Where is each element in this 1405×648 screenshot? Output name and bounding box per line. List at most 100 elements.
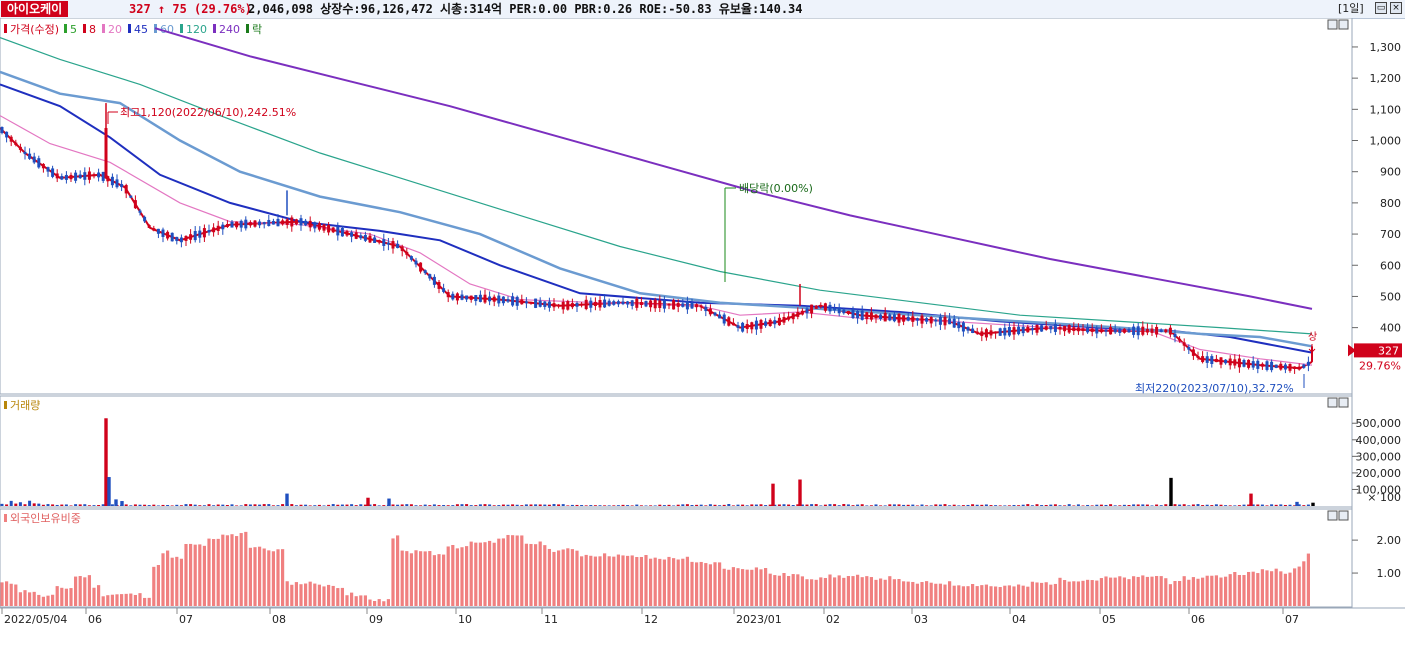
volume-bar: [787, 504, 791, 506]
volume-bar: [322, 505, 326, 506]
y-tick-label: 1,100: [1370, 103, 1402, 116]
candle-body: [1104, 329, 1108, 332]
foreign-ownership-bar: [685, 556, 689, 606]
x-tick-label: 06: [1191, 613, 1205, 626]
foreign-ownership-bar: [14, 584, 18, 606]
volume-bar: [603, 505, 607, 506]
candle-body: [1251, 361, 1255, 368]
volume-bar: [635, 504, 639, 506]
volume-bar: [327, 504, 331, 506]
volume-bar: [345, 504, 349, 506]
candle-body: [828, 304, 832, 312]
foreign-ownership-bar: [957, 585, 961, 606]
close-icon[interactable]: [1338, 19, 1349, 30]
foreign-ownership-bar: [557, 550, 561, 606]
volume-bar: [869, 505, 873, 506]
candle-body: [561, 301, 565, 310]
close-icon[interactable]: [1338, 510, 1349, 521]
candle-body: [897, 313, 901, 323]
foreign-ownership-bar: [1182, 576, 1186, 606]
foreign-ownership-bar: [828, 574, 832, 606]
volume-bar: [837, 505, 841, 506]
close-icon[interactable]: [1338, 397, 1349, 408]
foreign-ownership-title: 외국인보유비중: [10, 512, 81, 525]
candle-body: [285, 219, 289, 225]
restore-icon[interactable]: ▭: [1375, 2, 1387, 14]
volume-bar: [373, 504, 377, 506]
foreign-ownership-bar: [69, 588, 73, 606]
volume-bar: [294, 505, 298, 506]
candle-body: [851, 308, 855, 319]
candle-body: [1270, 361, 1274, 371]
foreign-ownership-bar: [782, 572, 786, 606]
volume-bar: [1150, 505, 1154, 506]
volume-bar: [925, 505, 929, 506]
ticker-name[interactable]: 아이오케이: [1, 1, 69, 17]
volume-bar: [897, 504, 901, 506]
volume-bar: [152, 504, 156, 506]
y-tick-label: 600: [1380, 259, 1401, 272]
volume-bar: [1219, 504, 1223, 506]
candle-body: [805, 308, 809, 314]
candle-body: [1288, 363, 1292, 371]
candle-body: [1242, 360, 1246, 367]
price-panel-controls[interactable]: [1327, 19, 1349, 521]
minimize-icon[interactable]: [1327, 510, 1338, 521]
foreign-ownership-bar: [138, 593, 142, 606]
volume-bar: [948, 505, 952, 506]
foreign-ownership-bar: [175, 556, 179, 606]
volume-bar: [474, 505, 478, 506]
close-icon[interactable]: ×: [1390, 2, 1402, 14]
candle-body: [598, 299, 602, 308]
volume-bar: [32, 503, 36, 506]
foreign-ownership-bar: [676, 559, 680, 606]
volume-bar: [437, 505, 441, 506]
volume-bar: [1076, 504, 1080, 506]
foreign-ownership-bar: [120, 594, 124, 606]
candle-body: [902, 315, 906, 322]
x-tick-label: 04: [1012, 613, 1026, 626]
volume-bar: [51, 504, 55, 506]
volume-bar: [92, 505, 96, 506]
volume-bar: [750, 504, 754, 506]
volume-bar: [1122, 504, 1126, 506]
volume-bar: [800, 504, 804, 506]
period-selector[interactable]: [1일]: [1338, 2, 1364, 15]
candle-body: [1164, 329, 1168, 333]
volume-bar: [138, 504, 142, 506]
minimize-icon[interactable]: [1327, 19, 1338, 30]
candle-body: [524, 301, 528, 304]
foreign-ownership-bar: [1081, 580, 1085, 606]
volume-bar: [874, 504, 878, 506]
foreign-ownership-bar: [239, 533, 243, 606]
foreign-ownership-bar: [892, 579, 896, 606]
candle-body: [777, 317, 781, 326]
candle-body: [373, 237, 377, 243]
foreign-ownership-bar: [805, 579, 809, 606]
volume-bar: [488, 504, 492, 506]
candle-body: [5, 131, 9, 138]
foreign-ownership-bar: [699, 561, 703, 606]
x-tick-label: 09: [369, 613, 383, 626]
stock-chart[interactable]: 가격(수정) 5 8 20 45 60 120 240 락 400500600700800900…: [0, 18, 1405, 648]
foreign-ownership-bar: [1201, 577, 1205, 606]
foreign-ownership-bar: [170, 557, 174, 606]
foreign-ownership-bar: [1090, 580, 1094, 606]
volume-bar: [612, 505, 616, 506]
foreign-ownership-bar: [708, 564, 712, 606]
volume-bar: [722, 504, 726, 506]
candle-body: [741, 322, 745, 332]
legend-label: 8: [89, 23, 96, 36]
volume-bar: [271, 505, 275, 506]
foreign-ownership-bar: [1224, 576, 1228, 606]
foreign-ownership-bar: [87, 575, 91, 606]
candle-body: [37, 158, 41, 168]
volume-bar: [506, 504, 510, 506]
volume-bar: [681, 504, 685, 506]
foreign-ownership-bar: [133, 594, 137, 606]
volume-bar: [754, 504, 758, 506]
volume-bar: [718, 505, 722, 506]
minimize-icon[interactable]: [1327, 397, 1338, 408]
volume-bar: [823, 504, 827, 506]
foreign-ownership-bar: [253, 547, 257, 606]
